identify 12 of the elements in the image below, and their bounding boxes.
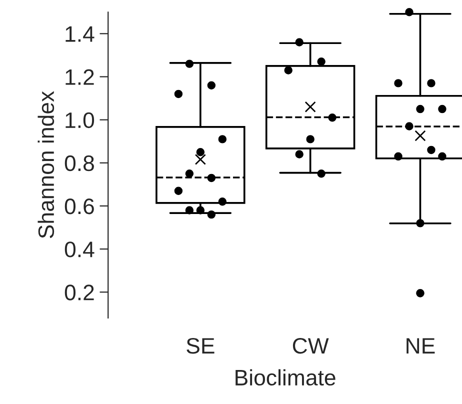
y-tick-label: 0.8 bbox=[64, 155, 94, 172]
y-tick-label: 0.6 bbox=[64, 198, 94, 214]
y-tick-label: 1.0 bbox=[66, 112, 94, 128]
y-tick-label: 1.2 bbox=[66, 69, 94, 85]
x-tick-label: NE bbox=[406, 338, 435, 354]
y-tick-label: 1.4 bbox=[66, 26, 94, 42]
y-axis-title: Shannon index bbox=[38, 91, 54, 238]
y-tick-label: 0.4 bbox=[64, 242, 94, 258]
x-tick-label: CW bbox=[292, 338, 329, 354]
y-tick-label: 0.2 bbox=[64, 284, 94, 300]
x-tick-label: SE bbox=[186, 338, 214, 354]
x-axis-title: Bioclimate bbox=[236, 369, 336, 386]
